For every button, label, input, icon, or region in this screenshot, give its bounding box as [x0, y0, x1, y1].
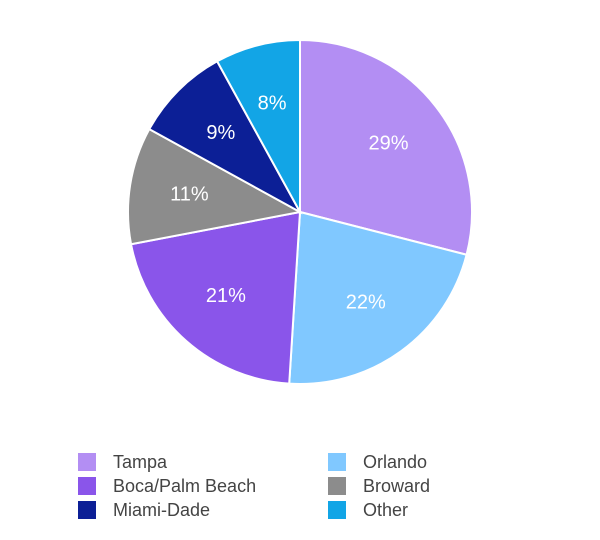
slice-data-label: 11% — [170, 184, 209, 206]
slice-data-label: 22% — [346, 292, 386, 314]
legend-swatch — [78, 453, 96, 471]
legend-label: Broward — [363, 476, 431, 496]
legend-swatch — [328, 453, 346, 471]
legend-swatch — [78, 501, 96, 519]
legend: Tampa Orlando Boca/Palm Beach Broward Mi… — [78, 450, 498, 522]
pie-slice-other — [215, 38, 301, 213]
legend-item-other: Other — [328, 498, 498, 522]
slice-data-label: 29% — [368, 132, 408, 154]
pie-slice-tampa — [299, 38, 474, 256]
legend-label: Boca/Palm Beach — [113, 476, 257, 496]
legend-swatch — [78, 477, 96, 495]
legend-swatch — [328, 477, 346, 495]
pie-chart: 29% 22% 21% 11% 9% 8% — [127, 38, 474, 385]
legend-item-miami-dade: Miami-Dade — [78, 498, 328, 522]
slice-data-label: 9% — [206, 122, 235, 144]
legend-item-boca-palm-beach: Boca/Palm Beach — [78, 474, 328, 498]
legend-item-tampa: Tampa — [78, 450, 328, 474]
pie-slice-orlando — [288, 210, 468, 385]
slice-data-label: 21% — [206, 285, 246, 307]
legend-swatch — [328, 501, 346, 519]
legend-label: Orlando — [363, 452, 428, 472]
pie-slice-miami-dade — [147, 59, 303, 215]
legend-item-orlando: Orlando — [328, 450, 498, 474]
pie-slice-boca-palm-beach — [129, 210, 302, 385]
legend-label: Other — [363, 500, 409, 520]
legend-label: Tampa — [113, 452, 168, 472]
pie-slice-broward — [127, 127, 303, 246]
legend-item-broward: Broward — [328, 474, 498, 498]
legend-label: Miami-Dade — [113, 500, 211, 520]
slice-data-label: 8% — [258, 93, 287, 115]
